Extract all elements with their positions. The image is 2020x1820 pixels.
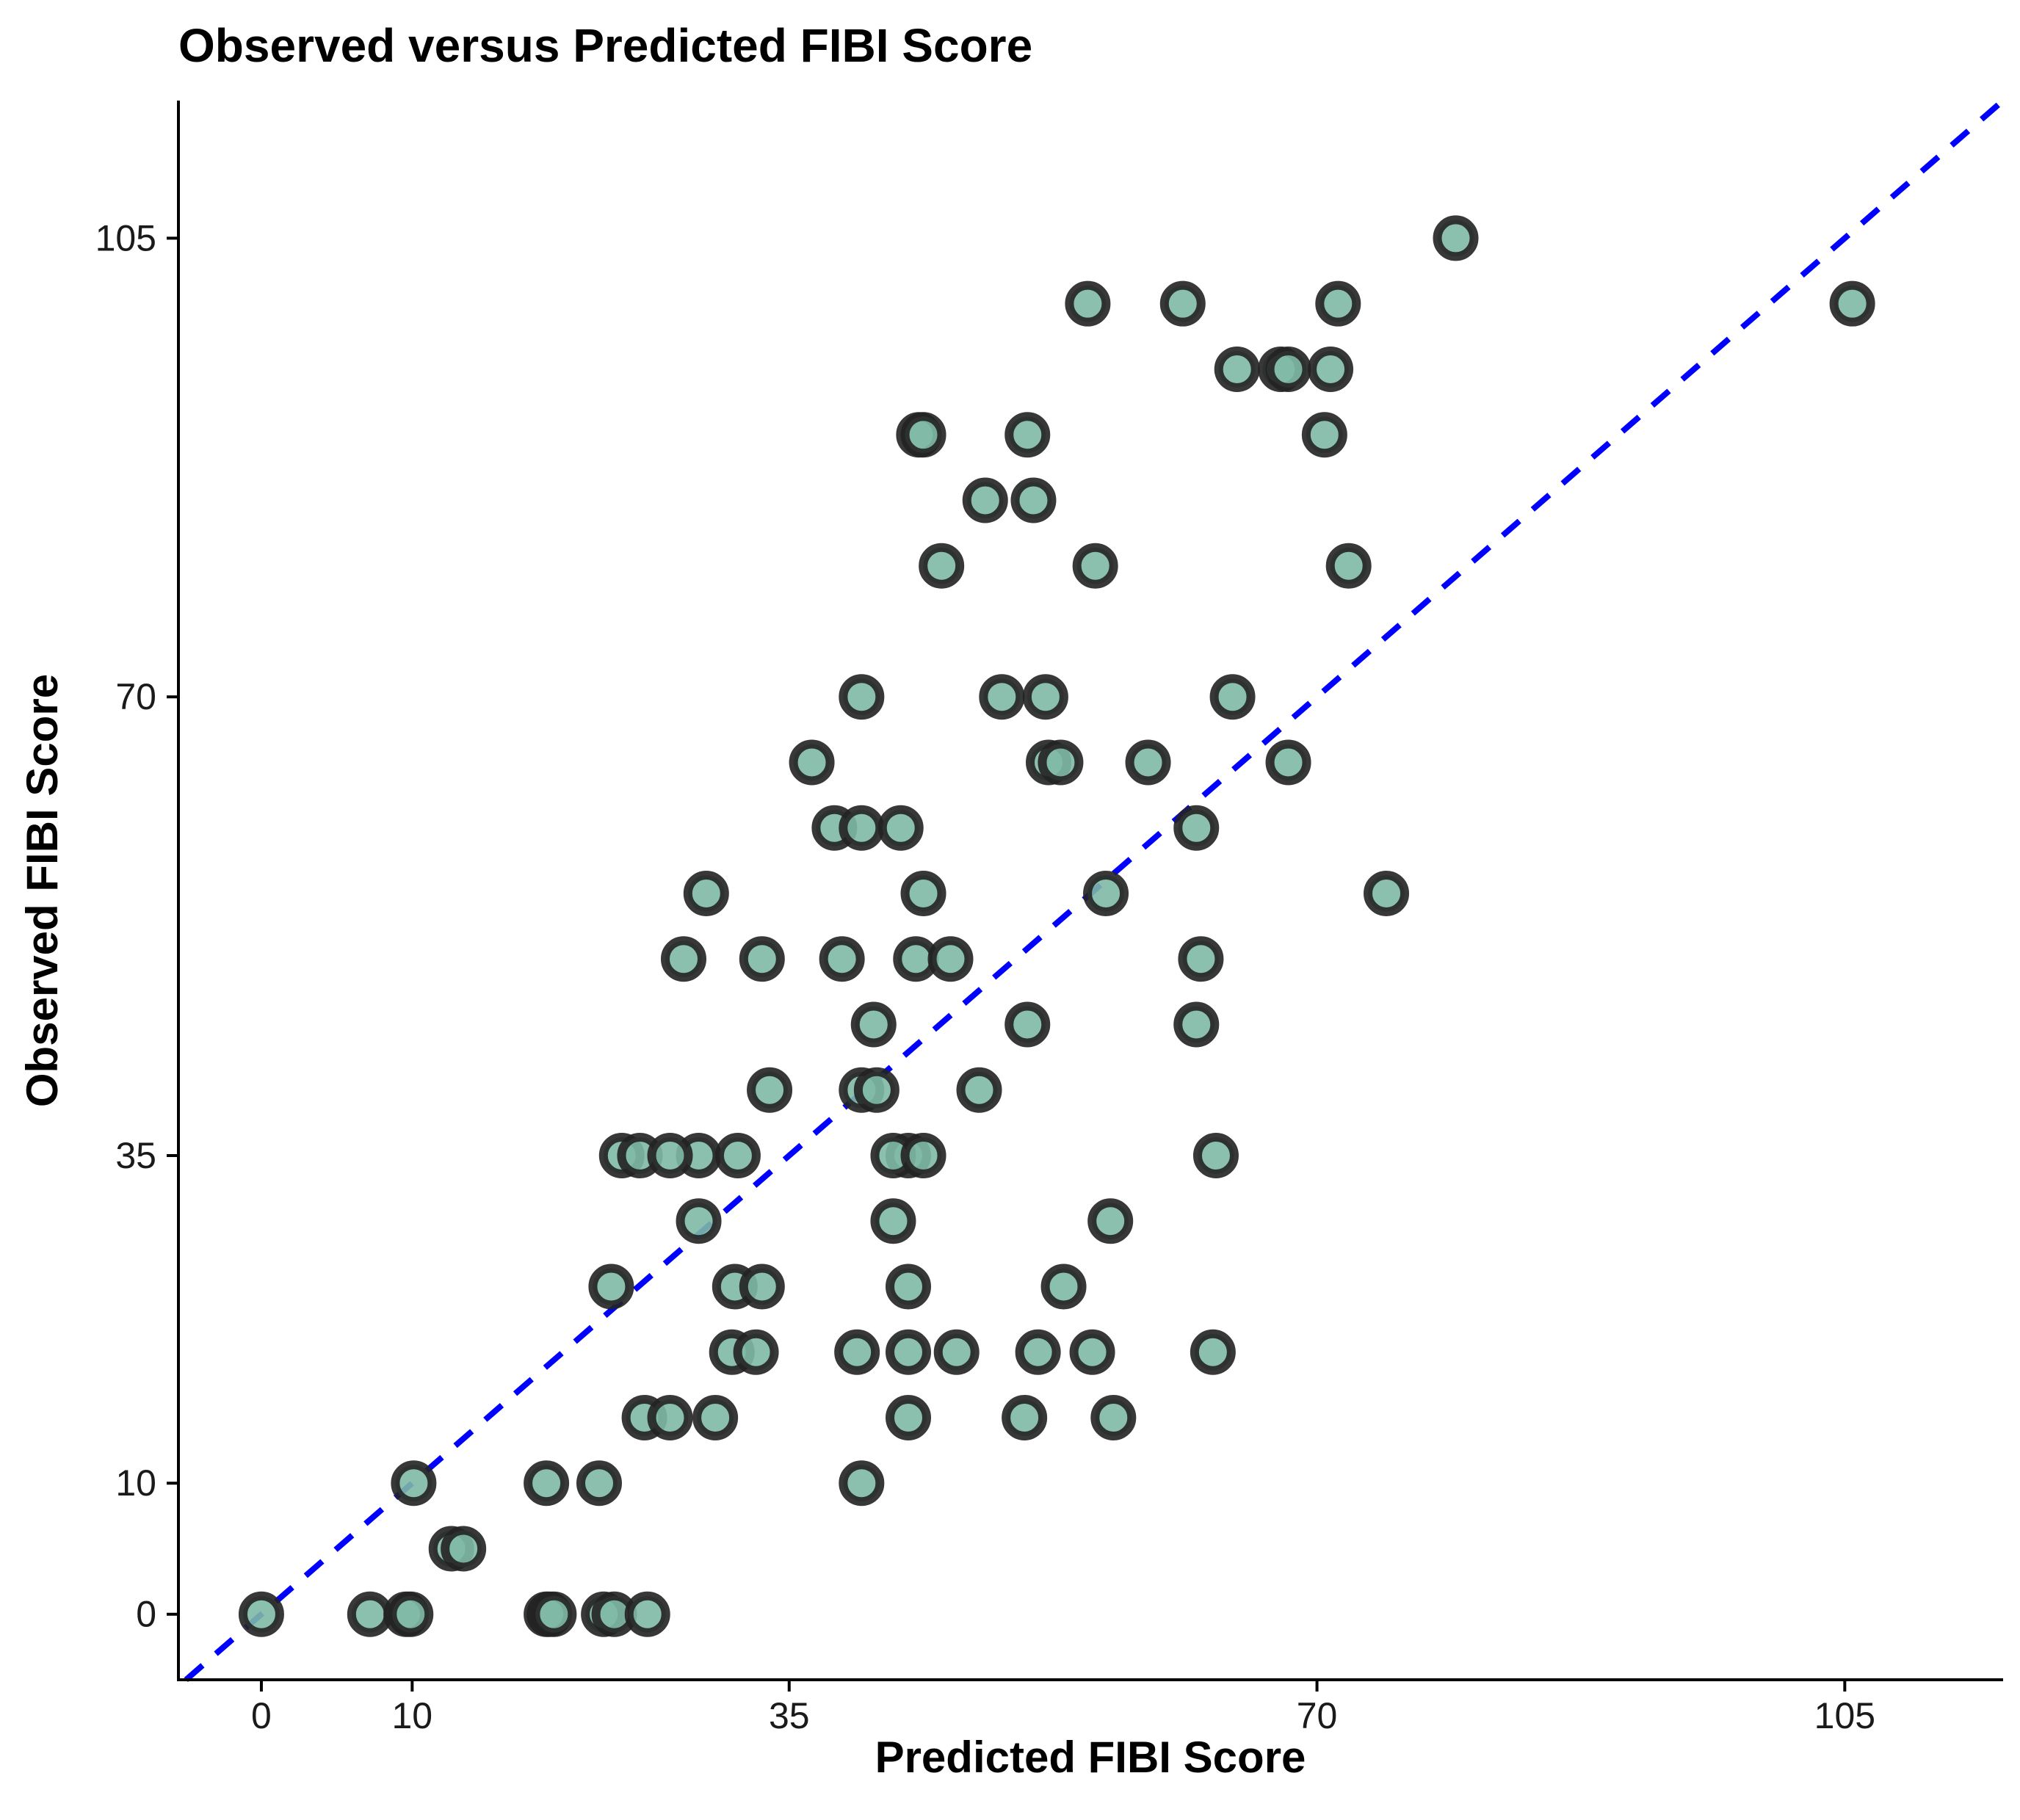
data-point xyxy=(1065,280,1111,327)
data-points xyxy=(238,215,1875,1637)
x-axis-ticks: 0 10 35 70 105 xyxy=(251,1680,1875,1736)
data-point xyxy=(979,674,1025,720)
data-point xyxy=(714,1132,761,1178)
data-point xyxy=(850,1001,897,1048)
data-point xyxy=(1829,280,1875,327)
data-point xyxy=(692,1394,739,1440)
data-point xyxy=(1315,280,1361,327)
data-point xyxy=(870,1198,916,1244)
data-point xyxy=(1015,1329,1061,1375)
data-point xyxy=(1265,346,1311,392)
data-point xyxy=(927,936,974,982)
data-point xyxy=(819,936,865,982)
data-point xyxy=(588,1264,634,1310)
data-point xyxy=(962,477,1008,523)
data-point xyxy=(441,1526,487,1572)
data-point xyxy=(660,936,706,982)
data-point xyxy=(1209,674,1256,720)
data-point xyxy=(1173,1001,1220,1048)
data-point xyxy=(839,674,885,720)
data-point xyxy=(839,1460,885,1507)
x-tick-label: 70 xyxy=(1297,1695,1338,1736)
data-point xyxy=(1022,674,1068,720)
data-point xyxy=(1308,346,1354,392)
y-tick-label: 10 xyxy=(115,1462,156,1504)
data-point xyxy=(391,1460,437,1507)
x-tick-label: 10 xyxy=(392,1695,433,1736)
y-axis-ticks: 0 10 35 70 105 xyxy=(95,217,178,1635)
data-point xyxy=(834,1329,880,1375)
data-point xyxy=(886,1264,931,1310)
data-point xyxy=(683,870,729,916)
data-point xyxy=(1083,870,1129,916)
data-point xyxy=(1002,1394,1048,1440)
x-axis-label: Predicted FIBI Score xyxy=(875,1733,1306,1782)
data-point xyxy=(524,1460,570,1507)
data-point xyxy=(877,805,924,851)
data-point xyxy=(1301,412,1347,458)
data-point xyxy=(739,936,785,982)
data-point xyxy=(576,1460,622,1507)
data-point xyxy=(919,543,965,589)
data-point xyxy=(1433,215,1479,261)
data-point xyxy=(624,1591,670,1637)
y-tick-label: 35 xyxy=(115,1135,156,1176)
data-point xyxy=(900,870,946,916)
y-tick-label: 70 xyxy=(115,676,156,717)
data-point xyxy=(1004,1001,1051,1048)
data-point xyxy=(347,1591,393,1637)
x-tick-label: 105 xyxy=(1814,1695,1875,1736)
data-point xyxy=(886,1394,931,1440)
data-point xyxy=(647,1132,693,1178)
data-point xyxy=(733,1329,779,1375)
y-tick-label: 0 xyxy=(136,1594,156,1635)
data-point xyxy=(1325,543,1372,589)
y-tick-label: 105 xyxy=(95,217,156,258)
data-point xyxy=(1038,739,1084,786)
data-point xyxy=(1087,1198,1134,1244)
data-point xyxy=(900,1132,946,1178)
data-point xyxy=(1190,1329,1236,1375)
x-tick-label: 0 xyxy=(251,1695,272,1736)
data-point xyxy=(853,1067,899,1113)
data-point xyxy=(1125,739,1171,786)
data-point xyxy=(238,1591,284,1637)
data-point xyxy=(676,1198,722,1244)
data-point xyxy=(739,1264,785,1310)
data-point xyxy=(1069,1329,1115,1375)
data-point xyxy=(1090,1394,1137,1440)
y-axis-label: Observed FIBI Score xyxy=(18,674,67,1107)
data-point xyxy=(1040,1264,1087,1310)
data-point xyxy=(900,412,946,458)
data-point xyxy=(531,1591,577,1637)
data-point xyxy=(956,1067,1002,1113)
data-point xyxy=(1004,412,1051,458)
data-point xyxy=(1265,739,1311,786)
data-point xyxy=(1072,543,1118,589)
data-point xyxy=(388,1591,434,1637)
data-point xyxy=(1192,1132,1239,1178)
data-point xyxy=(1178,936,1224,982)
data-point xyxy=(647,1394,693,1440)
data-point xyxy=(933,1329,980,1375)
data-point xyxy=(747,1067,793,1113)
data-point xyxy=(1214,346,1260,392)
data-point xyxy=(789,739,835,786)
data-point xyxy=(886,1329,931,1375)
data-point xyxy=(1159,280,1206,327)
chart-title: Observed versus Predicted FIBI Score xyxy=(178,19,1032,72)
data-point xyxy=(1364,870,1410,916)
data-point xyxy=(839,805,885,851)
x-tick-label: 35 xyxy=(769,1695,810,1736)
data-point xyxy=(1010,477,1057,523)
data-point xyxy=(1173,805,1220,851)
